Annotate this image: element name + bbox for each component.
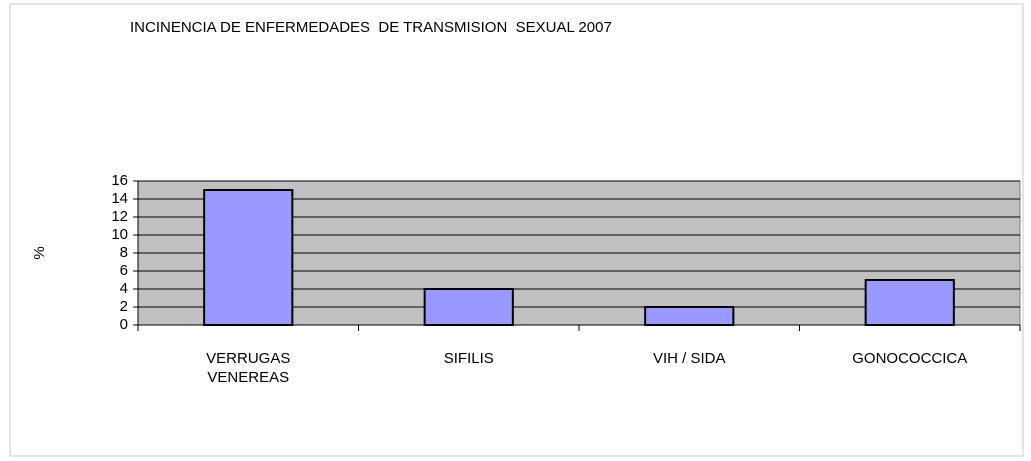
chart-frame [9,3,1024,457]
y-tick-label: 0 [120,316,128,333]
bar [423,288,514,326]
y-tick-label: 12 [111,208,128,225]
y-tick-label: 10 [111,226,128,243]
x-tick-label: VIH / SIDA [652,350,726,367]
x-tick-label: GONOCOCCICA [852,350,968,367]
bar [644,306,735,326]
y-tick-label: 16 [111,172,128,189]
chart-title: INCINENCIA DE ENFERMEDADES DE TRANSMISIO… [130,19,612,36]
bar [864,279,955,326]
x-tick-label: SIFILIS [443,350,494,367]
y-tick-label: 6 [120,262,128,279]
y-axis-label: % [31,246,48,259]
y-tick-label: 14 [111,190,128,207]
y-tick-label: 2 [120,298,128,315]
x-tick-label: VERRUGAS VENEREAS [206,350,291,386]
y-tick-label: 8 [120,244,128,261]
bar [203,189,294,326]
y-tick-label: 4 [120,280,128,297]
